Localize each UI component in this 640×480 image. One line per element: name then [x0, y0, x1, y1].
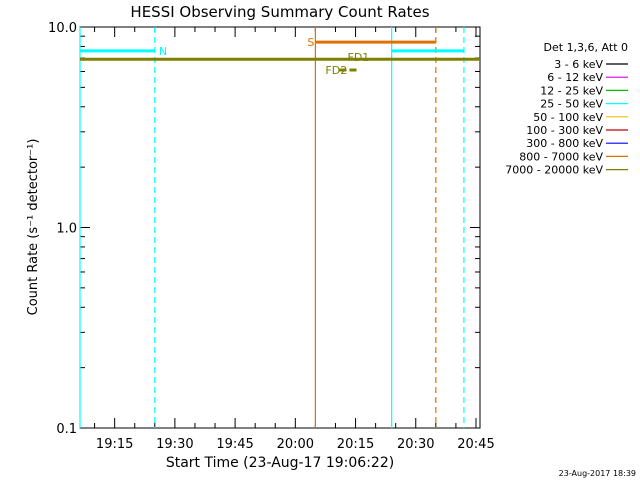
legend-item-label: 50 - 100 keV	[533, 111, 603, 124]
annotation-label: FD2	[325, 64, 347, 77]
x-tick-label: 20:15	[337, 437, 374, 452]
legend-item-label: 7000 - 20000 keV	[505, 164, 603, 177]
legend-item-label: 800 - 7000 keV	[519, 150, 603, 163]
plot-frame	[79, 26, 481, 429]
x-tick-label: 19:45	[216, 437, 253, 452]
x-tick-label: 20:30	[397, 437, 434, 452]
x-tick-label: 19:30	[156, 437, 193, 452]
x-axis-label: Start Time (23-Aug-17 19:06:22)	[166, 455, 394, 471]
timestamp: 23-Aug-2017 18:39	[559, 469, 636, 478]
annotation-label: N	[159, 45, 167, 58]
legend-item-label: 25 - 50 keV	[540, 98, 603, 111]
x-tick-label: 20:00	[277, 437, 314, 452]
legend-title: Det 1,3,6, Att 0	[544, 41, 628, 54]
annotation-label: S	[307, 36, 314, 49]
annotation-label: FD1	[348, 51, 370, 64]
y-tick-label: 1.0	[56, 222, 77, 237]
x-tick-label: 19:15	[96, 437, 133, 452]
legend-item-label: 6 - 12 keV	[547, 71, 603, 84]
x-tick-label: 20:45	[457, 437, 494, 452]
y-tick-label: 0.1	[56, 422, 77, 437]
legend-item-label: 12 - 25 keV	[540, 84, 603, 97]
y-axis-label: Count Rate (s⁻¹ detector⁻¹)	[26, 139, 41, 316]
legend-item-label: 300 - 800 keV	[526, 137, 603, 150]
legend-item-label: 100 - 300 keV	[526, 124, 603, 137]
legend-item-label: 3 - 6 keV	[554, 58, 603, 71]
plot-area: 0.1 1.0 10.0 19:15 19:30 19:45 20:00 20:15 20:30…	[48, 21, 495, 452]
y-tick-label: 10.0	[48, 21, 77, 36]
chart-title: HESSI Observing Summary Count Rates	[130, 3, 429, 21]
